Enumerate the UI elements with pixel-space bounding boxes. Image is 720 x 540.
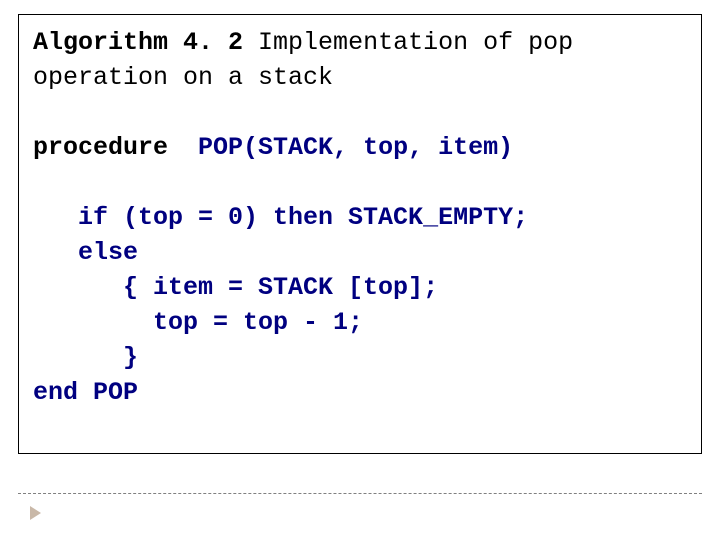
title-bold-part: Algorithm 4. 2 xyxy=(33,28,243,57)
slide: Algorithm 4. 2 Implementation of pop ope… xyxy=(0,0,720,540)
code-line: } xyxy=(33,340,687,375)
procedure-line: procedure POP(STACK, top, item) xyxy=(33,130,687,165)
code-line: if (top = 0) then STACK_EMPTY; xyxy=(33,200,687,235)
code-line: top = top - 1; xyxy=(33,305,687,340)
dashed-divider xyxy=(18,493,702,494)
procedure-signature: POP(STACK, top, item) xyxy=(168,133,513,162)
code-line: { item = STACK [top]; xyxy=(33,270,687,305)
bullet-triangle-icon xyxy=(30,506,41,520)
procedure-keyword: procedure xyxy=(33,133,168,162)
algorithm-title: Algorithm 4. 2 Implementation of pop ope… xyxy=(33,25,687,95)
code-line: else xyxy=(33,235,687,270)
code-line: end POP xyxy=(33,375,687,410)
blank-line-2 xyxy=(33,165,687,200)
algorithm-box: Algorithm 4. 2 Implementation of pop ope… xyxy=(18,14,702,454)
blank-line-1 xyxy=(33,95,687,130)
